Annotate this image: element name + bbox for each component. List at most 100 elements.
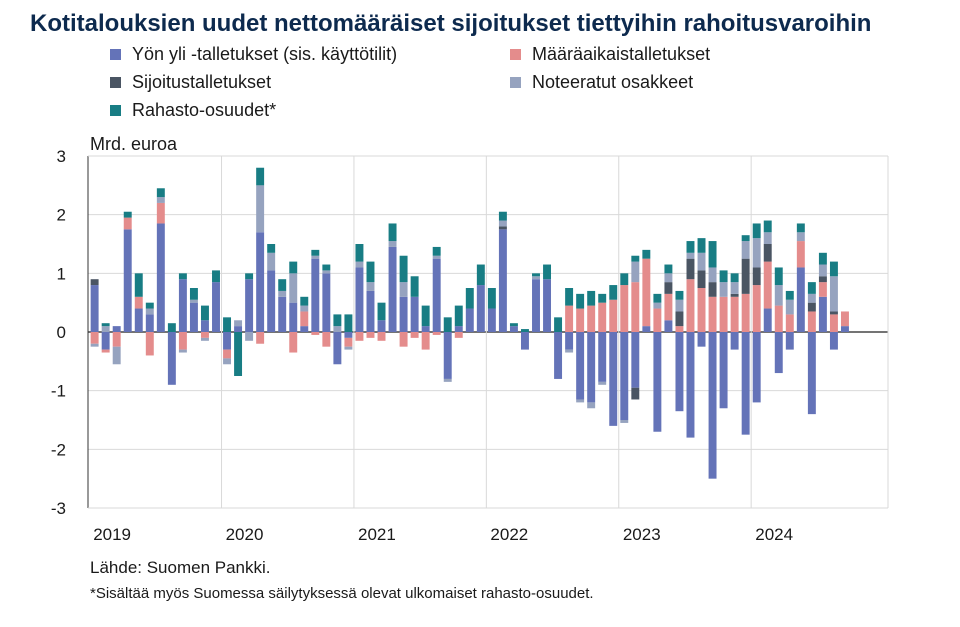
bar-quoted — [785, 299, 794, 315]
bar-funds — [686, 241, 695, 253]
bar-investment — [730, 293, 739, 297]
bar-funds — [509, 323, 518, 327]
bar-investment — [829, 311, 838, 315]
chart-title: Kotitalouksien uudet nettomääräiset sijo… — [30, 10, 872, 37]
bar-quoted — [322, 270, 331, 274]
bar-overnight — [598, 332, 607, 382]
bar-quoted — [388, 241, 397, 247]
bar-overnight — [818, 296, 827, 332]
bar-quoted — [443, 378, 452, 382]
bar-overnight — [741, 332, 750, 435]
bar-quoted — [432, 255, 441, 259]
bar-quoted — [366, 282, 375, 291]
x-tick-label: 2021 — [358, 525, 396, 544]
bar-funds — [697, 238, 706, 253]
bar-fixed_term — [134, 296, 143, 309]
y-axis-unit-label: Mrd. euroa — [90, 134, 178, 154]
bar-overnight — [785, 332, 794, 350]
legend-item-quoted: Noteeratut osakkeet — [510, 72, 693, 93]
chart-legend: Yön yli -talletukset (sis. käyttötilit) … — [110, 44, 870, 128]
bar-funds — [189, 288, 198, 300]
bar-overnight — [465, 308, 474, 332]
bar-quoted — [112, 346, 121, 365]
bar-fixed_term — [112, 332, 121, 347]
bar-funds — [267, 244, 276, 253]
bar-quoted — [818, 264, 827, 277]
legend-item-fixed-term: Määräaikaistalletukset — [510, 44, 710, 65]
bar-funds — [223, 317, 232, 332]
bar-quoted — [532, 276, 540, 280]
legend-label-investment: Sijoitustalletukset — [132, 72, 272, 92]
bar-fixed_term — [90, 332, 99, 344]
bar-fixed_term — [256, 332, 265, 344]
bar-funds — [366, 261, 375, 283]
bar-funds — [752, 223, 761, 239]
y-tick-label: 0 — [57, 323, 66, 342]
bar-fixed_term — [708, 296, 717, 332]
bar-quoted — [620, 420, 629, 423]
bar-investment — [686, 258, 695, 280]
legend-label-fixed-term: Määräaikaistalletukset — [532, 44, 711, 64]
bar-investment — [708, 282, 717, 297]
bar-quoted — [200, 337, 209, 341]
bar-overnight — [587, 332, 596, 403]
x-tick-label: 2020 — [226, 525, 264, 544]
bar-funds — [796, 223, 805, 233]
bar-overnight — [620, 332, 629, 420]
bar-overnight — [642, 326, 651, 332]
bar-overnight — [763, 308, 772, 332]
bar-overnight — [200, 320, 209, 332]
bar-overnight — [487, 308, 496, 332]
legend-label-funds: Rahasto-osuudet* — [132, 100, 277, 120]
x-tick-label: 2024 — [755, 525, 793, 544]
bar-investment — [763, 244, 772, 262]
bar-overnight — [432, 258, 441, 332]
bar-overnight — [355, 267, 364, 332]
bar-funds — [465, 288, 474, 309]
bar-overnight — [840, 326, 849, 332]
bar-overnight — [234, 326, 243, 332]
bar-overnight — [322, 273, 331, 332]
bar-overnight — [189, 302, 198, 332]
bar-overnight — [300, 326, 309, 332]
bar-funds — [730, 273, 739, 283]
bar-funds — [432, 246, 441, 256]
bar-quoted — [763, 232, 772, 244]
bar-fixed_term — [697, 288, 706, 332]
bar-overnight — [399, 296, 408, 332]
bar-quoted — [333, 326, 342, 332]
bar-funds — [256, 167, 265, 186]
bar-quoted — [686, 252, 695, 259]
bar-overnight — [256, 232, 265, 332]
y-tick-label: 2 — [57, 206, 66, 225]
bar-overnight — [388, 246, 397, 332]
bar-quoted — [189, 299, 198, 303]
bar-funds — [642, 249, 651, 259]
bar-funds — [807, 282, 816, 294]
bar-fixed_term — [311, 332, 320, 335]
bar-quoted — [355, 261, 364, 268]
bar-funds — [708, 241, 717, 268]
bar-overnight — [719, 332, 728, 409]
bar-fixed_term — [686, 279, 695, 332]
bar-quoted — [498, 220, 507, 227]
bar-funds — [543, 264, 552, 280]
bar-investment — [675, 311, 684, 327]
bar-funds — [620, 273, 629, 286]
bar-funds — [763, 220, 772, 233]
bar-funds — [719, 270, 728, 283]
bar-funds — [300, 296, 309, 306]
bar-overnight — [443, 332, 452, 379]
bar-funds — [145, 302, 154, 309]
bar-funds — [443, 317, 452, 332]
bar-funds — [587, 290, 596, 306]
bar-overnight — [366, 290, 375, 332]
bar-funds — [410, 276, 419, 297]
bar-fixed_term — [675, 326, 684, 332]
bar-fixed_term — [145, 332, 154, 356]
bar-overnight — [267, 270, 276, 332]
bar-quoted — [223, 358, 232, 365]
bar-fixed_term — [785, 314, 794, 332]
bar-overnight — [543, 279, 552, 332]
